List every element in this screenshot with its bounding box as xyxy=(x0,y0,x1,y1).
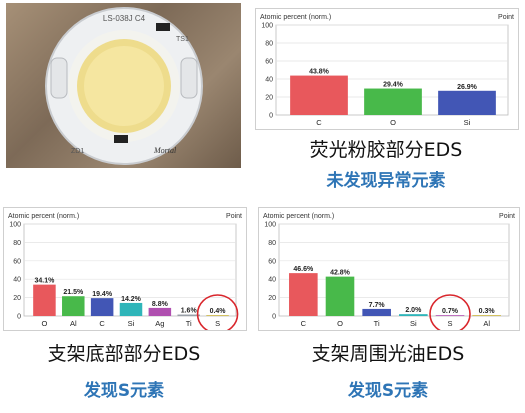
y-axis-label: Atomic percent (norm.) xyxy=(8,213,79,220)
x-tick-label: Si xyxy=(128,319,135,328)
bar-Al xyxy=(62,296,85,316)
y-tick-label: 20 xyxy=(268,295,276,302)
data-label-S: 0.7% xyxy=(442,308,459,315)
led-board-photo: LS-038J C4 ZD1 TS1 Mortal xyxy=(6,3,241,168)
board-mark-zd1: ZD1 xyxy=(71,148,84,155)
y-tick-label: 80 xyxy=(13,240,21,247)
note-phosphor: 未发现异常元素 xyxy=(326,171,446,191)
y-axis-label: Atomic percent (norm.) xyxy=(263,213,334,220)
y-tick-label: 60 xyxy=(265,59,273,66)
y-tick-label: 0 xyxy=(17,314,21,321)
x-tick-label: Ti xyxy=(374,319,380,328)
point-label: Point xyxy=(498,14,514,21)
x-tick-label: Si xyxy=(410,319,417,328)
caption-bracket-bottom: 支架底部部分EDS xyxy=(47,343,201,365)
bar-S xyxy=(206,315,229,316)
data-label-Si: 26.9% xyxy=(457,84,478,91)
x-tick-label: O xyxy=(390,118,396,127)
x-tick-label: S xyxy=(447,319,452,328)
bar-C xyxy=(289,273,318,316)
data-label-Si: 2.0% xyxy=(405,307,422,314)
y-tick-label: 100 xyxy=(264,222,276,229)
y-tick-label: 100 xyxy=(261,23,273,30)
bar-O xyxy=(325,276,355,316)
bar-Al xyxy=(472,315,501,316)
y-tick-label: 40 xyxy=(265,77,273,84)
bar-Ag xyxy=(148,307,172,316)
bar-C xyxy=(290,75,348,115)
bar-Ti xyxy=(177,314,200,316)
point-label: Point xyxy=(226,213,242,220)
data-label-O: 29.4% xyxy=(383,82,404,89)
brand-mark: Mortal xyxy=(153,146,177,155)
data-label-Al: 0.3% xyxy=(479,308,496,315)
y-tick-label: 80 xyxy=(265,41,273,48)
y-tick-label: 20 xyxy=(13,295,21,302)
data-label-Ti: 7.7% xyxy=(369,302,386,309)
data-label-Si: 14.2% xyxy=(121,296,142,303)
data-label-O: 34.1% xyxy=(34,278,55,285)
caption-bracket-varnish: 支架周围光油EDS xyxy=(311,343,465,365)
data-label-Ag: 8.8% xyxy=(152,301,169,308)
data-label-Ti: 1.6% xyxy=(181,308,198,315)
bar-Si xyxy=(399,314,428,316)
data-label-C: 19.4% xyxy=(92,291,113,298)
y-tick-label: 60 xyxy=(13,258,21,265)
y-tick-label: 40 xyxy=(268,277,276,284)
bar-O xyxy=(33,284,56,316)
x-tick-label: O xyxy=(42,319,48,328)
x-tick-label: Al xyxy=(483,319,490,328)
highlight-circle xyxy=(196,294,239,330)
data-label-S: 0.4% xyxy=(210,308,227,315)
note-bracket-varnish: 发现S元素 xyxy=(347,381,429,401)
caption-phosphor: 荧光粉胶部分EDS xyxy=(309,139,463,161)
x-tick-label: C xyxy=(316,118,322,127)
board-text: LS-038J C4 xyxy=(103,14,146,23)
y-tick-label: 100 xyxy=(9,222,21,229)
y-tick-label: 0 xyxy=(272,314,276,321)
bar-Si xyxy=(119,302,143,316)
data-label-O: 42.8% xyxy=(330,270,351,277)
x-tick-label: Al xyxy=(70,319,77,328)
y-tick-label: 0 xyxy=(269,113,273,120)
bar-S xyxy=(435,315,465,316)
data-label-C: 46.6% xyxy=(293,266,314,273)
y-tick-label: 80 xyxy=(268,240,276,247)
y-tick-label: 60 xyxy=(268,258,276,265)
bar-Si xyxy=(438,90,496,115)
x-tick-label: C xyxy=(99,319,105,328)
bar-C xyxy=(90,298,114,316)
board-mark-ts1: TS1 xyxy=(176,36,189,43)
point-label: Point xyxy=(499,213,515,220)
chart-svg: Atomic percent (norm.) Point 0 20 40 60 80 100 4… xyxy=(263,213,515,330)
eds-chart-bracket-varnish: Atomic percent (norm.) Point 0 20 40 60 80 100 4… xyxy=(258,207,520,331)
x-tick-label: Ag xyxy=(155,319,164,328)
chart-svg: Atomic percent (norm.) Point 0 20 40 60 80 100 3… xyxy=(8,213,242,330)
eds-chart-bracket-bottom: Atomic percent (norm.) Point 0 20 40 60 80 100 3… xyxy=(3,207,247,331)
x-tick-label: Si xyxy=(464,118,471,127)
x-tick-label: C xyxy=(301,319,307,328)
y-tick-label: 20 xyxy=(265,95,273,102)
y-axis-label: Atomic percent (norm.) xyxy=(260,14,331,21)
x-tick-label: S xyxy=(215,319,220,328)
data-label-C: 43.8% xyxy=(309,69,330,76)
y-tick-label: 40 xyxy=(13,277,21,284)
bar-Ti xyxy=(362,308,391,316)
note-bracket-bottom: 发现S元素 xyxy=(83,381,165,401)
highlight-circle xyxy=(429,294,471,330)
x-tick-label: Ti xyxy=(186,319,192,328)
eds-chart-phosphor: Atomic percent (norm.) Point 0 20 40 60 80 100 4… xyxy=(255,8,519,130)
data-label-Al: 21.5% xyxy=(63,289,84,296)
bar-O xyxy=(364,88,422,115)
chart-svg: Atomic percent (norm.) Point 0 20 40 60 80 100 4… xyxy=(260,14,514,127)
x-tick-label: O xyxy=(337,319,343,328)
